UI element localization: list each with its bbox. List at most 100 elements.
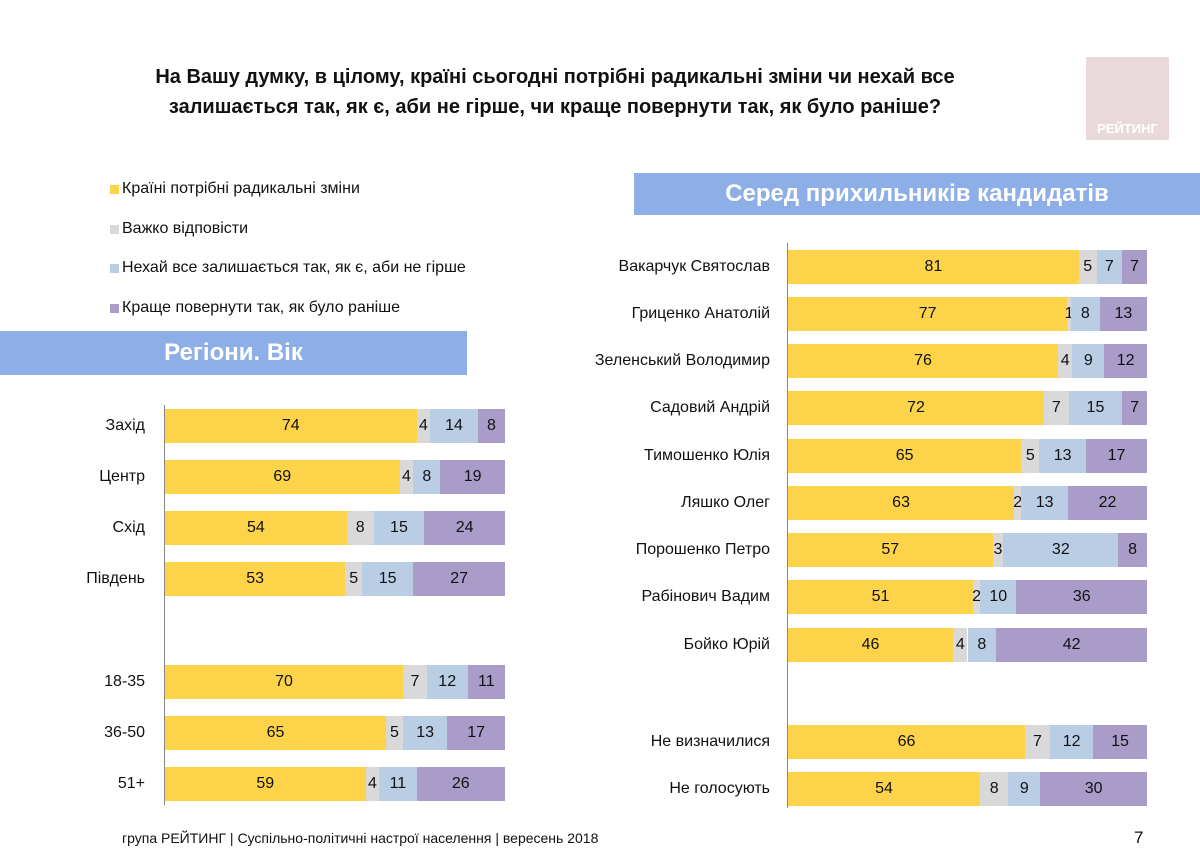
data-label: 2: [1013, 494, 1023, 511]
data-label: 13: [416, 724, 434, 741]
bar-segment: 51: [788, 580, 973, 614]
legend-label: Нехай все залишається так, як є, аби не …: [122, 259, 466, 276]
bar-segment: 13: [1039, 439, 1086, 473]
bar-segment: 63: [788, 486, 1015, 520]
category-label: Схід: [112, 519, 145, 536]
data-label: 17: [1107, 447, 1126, 464]
bar-segment: 8: [979, 772, 1009, 806]
bar-segment: 30: [1040, 772, 1147, 806]
bar-segment: 36: [1016, 580, 1147, 614]
data-label: 65: [266, 724, 285, 741]
bar-segment: 3: [992, 533, 1004, 567]
bar-segment: 2: [972, 580, 982, 614]
legend-swatch: [110, 224, 119, 234]
data-label: 9: [1083, 352, 1093, 369]
data-label: 26: [451, 775, 470, 792]
data-label: 8: [1080, 305, 1090, 322]
bar-segment: 13: [403, 716, 448, 750]
data-label: 27: [450, 570, 468, 587]
legend-swatch: [110, 303, 119, 313]
bar-segment: 9: [1072, 344, 1105, 378]
rating-logo: РЕЙТИНГ: [1086, 57, 1169, 140]
category-label: Рабінович Вадим: [641, 588, 770, 605]
data-label: 8: [989, 780, 999, 797]
data-label: 24: [455, 519, 474, 536]
candidates-header: Серед прихильників кандидатів: [634, 173, 1200, 215]
data-label: 11: [477, 673, 495, 690]
data-label: 5: [390, 724, 399, 741]
data-label: 4: [955, 636, 965, 653]
bar-segment: 66: [788, 725, 1025, 759]
bar-segment: 4: [399, 460, 414, 494]
data-label: 7: [1104, 258, 1114, 275]
data-label: 74: [281, 417, 300, 434]
bar-segment: 53: [165, 562, 346, 596]
data-label: 9: [1019, 780, 1029, 797]
bar-segment: 15: [373, 511, 425, 545]
question-title: На Вашу думку, в цілому, країні сьогодні…: [60, 62, 1050, 122]
bar-segment: 10: [980, 580, 1017, 614]
data-label: 8: [422, 468, 432, 485]
data-label: 4: [401, 468, 411, 485]
data-label: 53: [246, 570, 264, 587]
data-label: 15: [1086, 399, 1105, 416]
category-label: Бойко Юрій: [683, 636, 770, 653]
bar-segment: 8: [413, 460, 441, 494]
bar-segment: 76: [788, 344, 1059, 378]
bar-segment: 15: [362, 562, 414, 596]
category-axis: [164, 405, 165, 805]
logo-text: РЕЙТИНГ: [1097, 121, 1158, 136]
bar-segment: 4: [953, 628, 968, 662]
legend-item: Нехай все залишається так, як є, аби не …: [110, 259, 466, 299]
data-label: 66: [897, 733, 916, 750]
bar-segment: 27: [413, 562, 505, 596]
title-line-2: залишається так, як є, аби не гірше, чи …: [168, 96, 942, 118]
category-label: Не голосують: [669, 780, 770, 797]
bar-segment: 26: [416, 767, 505, 801]
bar-segment: 5: [1021, 439, 1040, 473]
data-label: 81: [924, 258, 943, 275]
bar-segment: 13: [1021, 486, 1068, 520]
bar-segment: 22: [1068, 486, 1147, 520]
data-label: 42: [1062, 636, 1081, 653]
bar-segment: 46: [788, 628, 954, 662]
bar-segment: 12: [1104, 344, 1147, 378]
legend-item: Країні потрібні радикальні зміни: [110, 180, 466, 220]
legend-label: Краще повернути так, як було раніше: [122, 298, 400, 316]
bar-segment: 19: [440, 460, 505, 494]
page-number: 7: [1134, 828, 1144, 847]
data-label: 63: [892, 494, 910, 511]
legend-item: Важко відповісти: [110, 220, 466, 260]
data-label: 57: [881, 541, 900, 558]
legend-item: Краще повернути так, як було раніше: [110, 299, 466, 339]
data-label: 7: [1129, 258, 1139, 275]
data-label: 2: [972, 588, 982, 605]
category-label: Порошенко Петро: [635, 541, 770, 558]
data-label: 5: [349, 570, 359, 587]
category-label: Тимошенко Юлія: [644, 447, 770, 464]
bar-segment: 11: [467, 665, 505, 699]
data-label: 7: [1130, 399, 1139, 416]
data-label: 8: [486, 417, 496, 434]
data-label: 8: [977, 636, 987, 653]
bar-segment: 7: [1121, 250, 1147, 284]
category-label: Вакарчук Святослав: [618, 258, 770, 275]
data-label: 65: [895, 447, 914, 464]
category-axis: [787, 243, 788, 808]
data-label: 17: [467, 724, 485, 741]
category-label: Гриценко Анатолій: [631, 305, 770, 322]
data-label: 8: [1128, 541, 1138, 558]
bar-segment: 5: [1078, 250, 1097, 284]
bar-segment: 5: [386, 716, 403, 750]
category-label: Ляшко Олег: [681, 494, 770, 511]
data-label: 22: [1098, 494, 1117, 511]
bar-segment: 57: [788, 533, 993, 567]
bar-segment: 77: [788, 297, 1068, 331]
bar-segment: 59: [165, 767, 366, 801]
bar-segment: 7: [1096, 250, 1122, 284]
bar-segment: 15: [1093, 725, 1147, 759]
data-label: 5: [1083, 258, 1093, 275]
category-label: 36-50: [104, 724, 145, 741]
data-label: 46: [861, 636, 880, 653]
bar-segment: 32: [1003, 533, 1119, 567]
